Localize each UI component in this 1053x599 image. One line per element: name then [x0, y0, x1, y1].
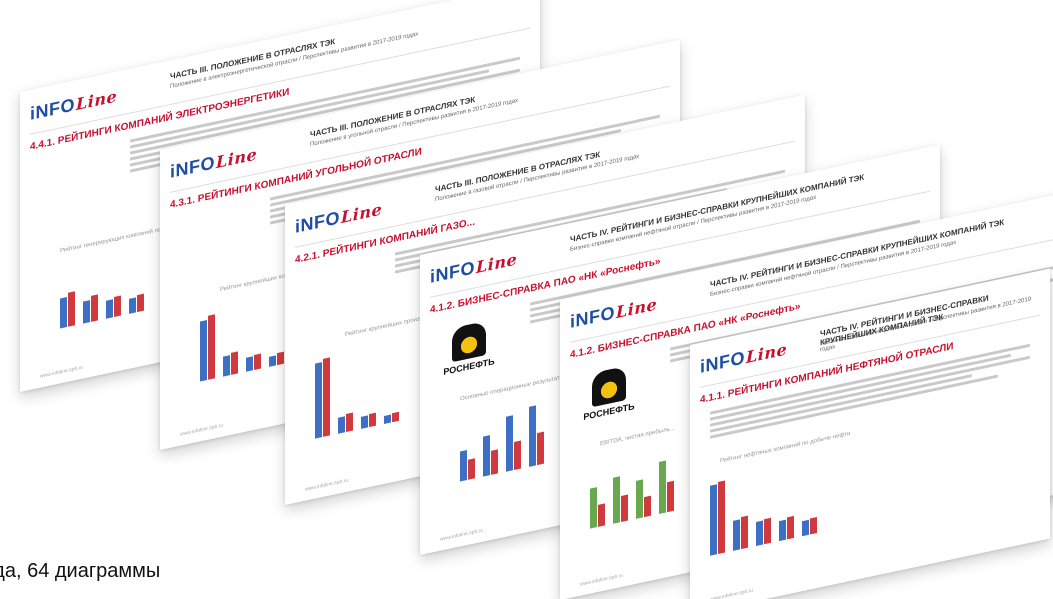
slide-footer: www.infoline.spb.ru [40, 364, 84, 380]
slide-footer: www.infoline.spb.ru [305, 477, 349, 493]
infoline-logo: iNFOLine [30, 86, 118, 124]
bar-chart [460, 392, 550, 482]
bar-chart [315, 339, 405, 439]
rosneft-emblem-icon [452, 320, 486, 363]
caption-text: йда, 64 диаграммы [0, 560, 161, 582]
rosneft-emblem-icon [592, 365, 626, 408]
chart-title: Рейтинг генерирующих компаний по... [60, 225, 167, 255]
slide-footer: www.infoline.spb.ru [180, 422, 224, 438]
rosneft-logo: РОСНЕФТЬ [574, 362, 644, 424]
slide-footer: www.infoline.spb.ru [440, 527, 484, 543]
infoline-logo: iNFOLine [170, 144, 258, 182]
infoline-logo: iNFOLine [295, 199, 383, 237]
bar-chart [60, 249, 150, 329]
bar-chart [710, 452, 823, 556]
bar-chart [200, 292, 290, 382]
infoline-logo: iNFOLine [430, 249, 518, 287]
slide-footer: www.infoline.spb.ru [580, 572, 624, 588]
infoline-logo: iNFOLine [700, 339, 788, 377]
rosneft-logo: РОСНЕФТЬ [434, 317, 504, 379]
bar-chart [590, 439, 680, 529]
part-subtitle: Положение в электроэнергетической отрасл… [170, 31, 419, 91]
slide-footer: www.infoline.spb.ru [710, 587, 754, 599]
infoline-logo: iNFOLine [570, 294, 658, 332]
chart-title: Основные операционные результаты... [460, 373, 569, 403]
